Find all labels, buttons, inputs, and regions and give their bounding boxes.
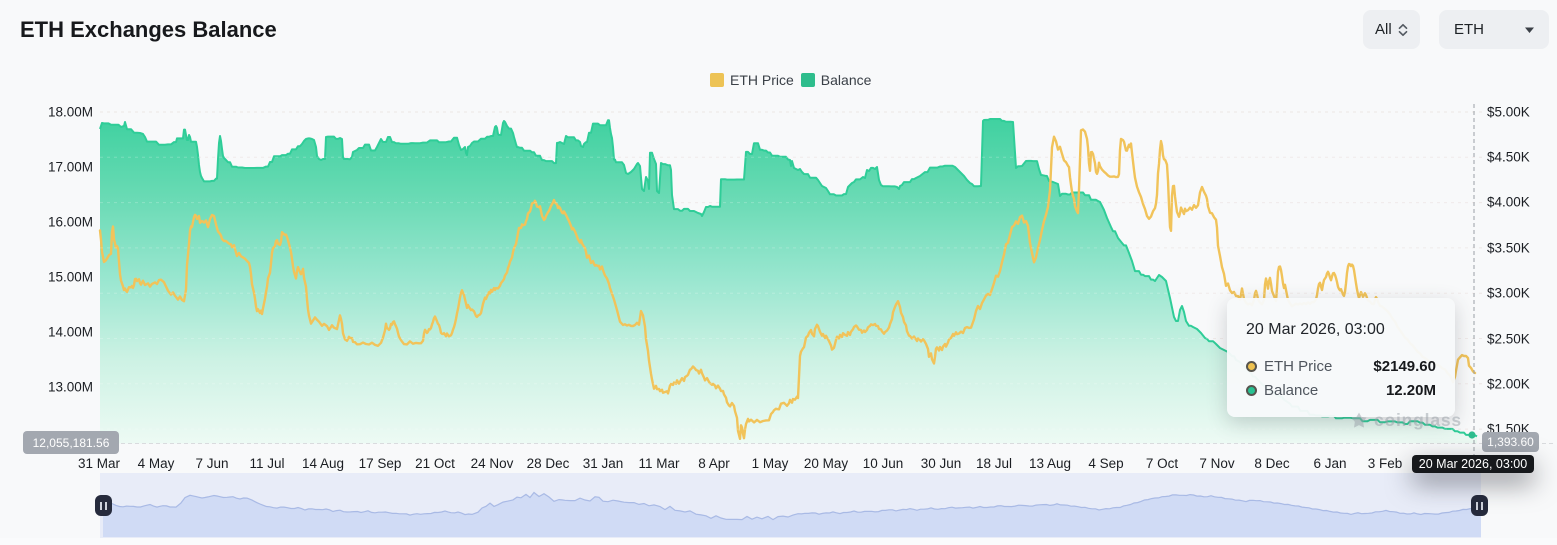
svg-text:3 Feb: 3 Feb	[1368, 456, 1403, 471]
svg-text:15.00M: 15.00M	[48, 269, 93, 284]
svg-text:16.00M: 16.00M	[48, 214, 93, 229]
svg-text:7 Nov: 7 Nov	[1199, 456, 1235, 471]
svg-text:$3.00K: $3.00K	[1487, 285, 1530, 300]
svg-text:$3.50K: $3.50K	[1487, 240, 1530, 255]
svg-text:13 Aug: 13 Aug	[1029, 456, 1071, 471]
svg-text:$2.00K: $2.00K	[1487, 376, 1530, 391]
svg-text:18.00M: 18.00M	[48, 104, 93, 119]
svg-text:1 May: 1 May	[752, 456, 789, 471]
svg-text:$4.00K: $4.00K	[1487, 194, 1530, 209]
svg-text:17.00M: 17.00M	[48, 159, 93, 174]
svg-text:13.00M: 13.00M	[48, 379, 93, 394]
svg-text:$2.50K: $2.50K	[1487, 331, 1530, 346]
svg-text:8 Apr: 8 Apr	[698, 456, 730, 471]
svg-text:20 May: 20 May	[804, 456, 849, 471]
svg-text:11 Jul: 11 Jul	[249, 456, 284, 471]
svg-text:$5.00K: $5.00K	[1487, 104, 1530, 119]
svg-text:14.00M: 14.00M	[48, 324, 93, 339]
svg-text:21 Oct: 21 Oct	[415, 456, 455, 471]
svg-text:17 Sep: 17 Sep	[359, 456, 402, 471]
svg-text:28 Dec: 28 Dec	[527, 456, 570, 471]
svg-text:7 Oct: 7 Oct	[1146, 456, 1179, 471]
svg-text:11 Mar: 11 Mar	[638, 456, 680, 471]
svg-text:7 Jun: 7 Jun	[195, 456, 228, 471]
svg-text:31 Jan: 31 Jan	[583, 456, 624, 471]
svg-text:18 Jul: 18 Jul	[976, 456, 1012, 471]
svg-text:14 Aug: 14 Aug	[302, 456, 344, 471]
svg-text:4 Sep: 4 Sep	[1088, 456, 1123, 471]
svg-text:24 Nov: 24 Nov	[471, 456, 514, 471]
svg-text:6 Jan: 6 Jan	[1313, 456, 1346, 471]
svg-text:$4.50K: $4.50K	[1487, 149, 1530, 164]
svg-text:10 Jun: 10 Jun	[863, 456, 904, 471]
svg-text:8 Dec: 8 Dec	[1254, 456, 1290, 471]
svg-text:30 Jun: 30 Jun	[921, 456, 962, 471]
svg-text:4 May: 4 May	[138, 456, 175, 471]
svg-text:31 Mar: 31 Mar	[78, 456, 121, 471]
